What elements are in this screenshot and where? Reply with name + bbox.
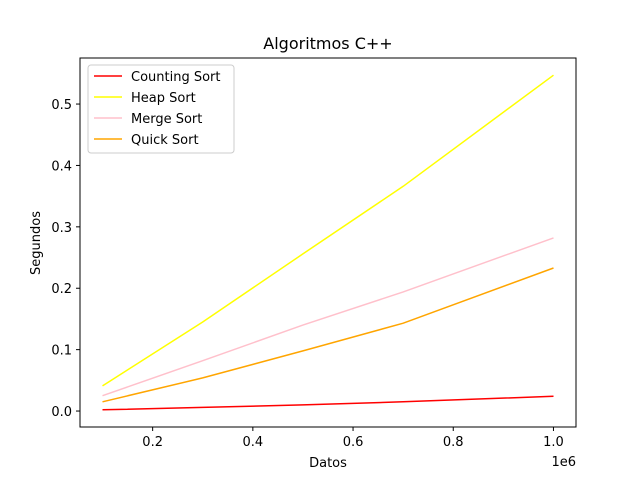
x-tick-label: 1.0 (543, 435, 564, 450)
series-line-2 (102, 237, 554, 397)
legend: Counting Sort Heap Sort Merge Sort Quick So… (87, 64, 235, 154)
series-layer (102, 74, 554, 411)
legend-box (87, 64, 235, 154)
y-tick-label: 0.2 (51, 282, 72, 297)
legend-label: Counting Sort (131, 70, 221, 85)
plot-area-frame (79, 57, 577, 428)
chart-title: Algoritmos C++ (263, 34, 392, 53)
y-tick-label: 0.4 (51, 159, 72, 174)
x-tick-label: 0.6 (343, 435, 364, 450)
y-tick-label: 0.5 (51, 98, 72, 113)
y-axis-label: Segundos (29, 211, 44, 275)
x-axis-label: Datos (309, 456, 347, 471)
series-line-3 (102, 267, 554, 403)
y-tick-label: 0.0 (51, 405, 72, 420)
y-axis: 0.0 0.1 0.2 0.3 0.4 0.5 (51, 98, 80, 420)
series-line-1 (102, 74, 554, 387)
legend-label: Heap Sort (131, 91, 196, 106)
x-tick-label: 0.4 (243, 435, 264, 450)
x-tick-label: 0.2 (142, 435, 163, 450)
x-axis: 0.2 0.4 0.6 0.8 1.0 (142, 427, 564, 450)
legend-label: Merge Sort (131, 112, 202, 127)
x-axis-offset-label: 1e6 (551, 455, 576, 470)
legend-label: Quick Sort (131, 133, 199, 148)
x-tick-label: 0.8 (443, 435, 464, 450)
y-tick-label: 0.1 (51, 344, 72, 359)
series-line-0 (102, 395, 554, 411)
y-tick-label: 0.3 (51, 221, 72, 236)
